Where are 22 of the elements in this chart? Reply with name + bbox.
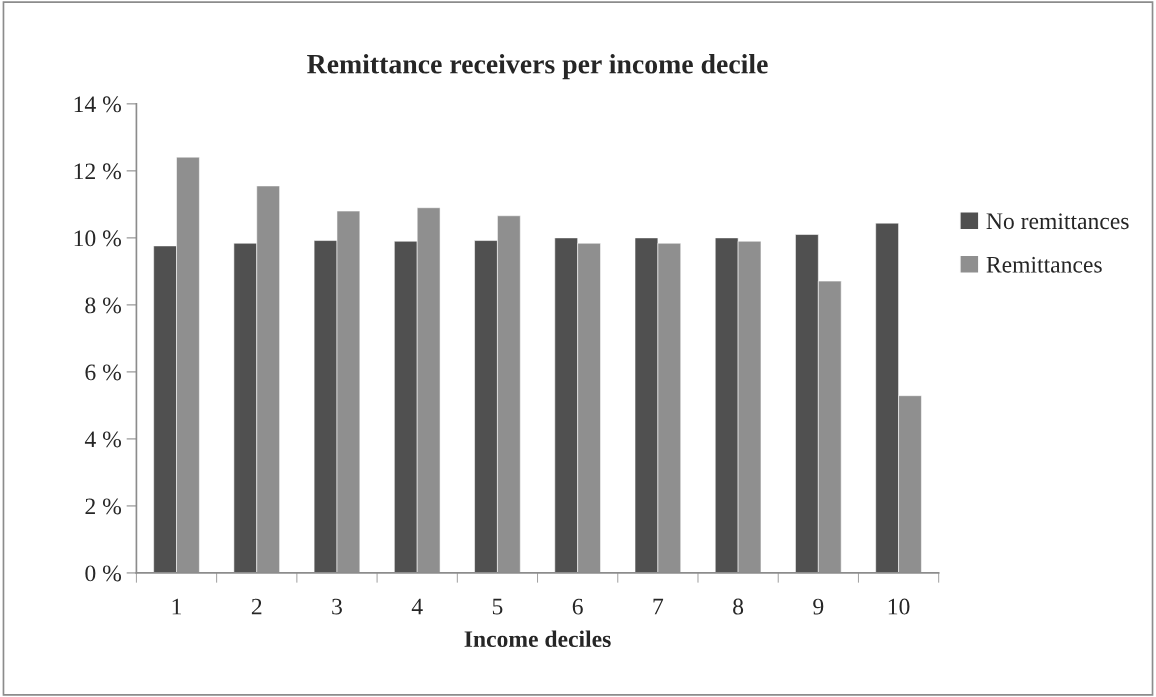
x-tick-label: 9: [813, 598, 824, 615]
y-tick-label: 12 %: [74, 163, 122, 180]
y-tick-label: 8 %: [85, 297, 122, 314]
x-tick-label: 7: [653, 598, 664, 615]
x-tick-label: 1: [172, 598, 182, 615]
x-tick-label: 6: [572, 598, 583, 615]
y-tick-label: 10 %: [74, 230, 122, 247]
legend-label: Remittances: [986, 256, 1102, 273]
y-tick-label: 0 %: [85, 565, 122, 582]
legend-label: No remittances: [986, 213, 1129, 230]
y-tick-label: 2 %: [85, 498, 122, 515]
x-tick-label: 10: [888, 598, 910, 615]
x-tick-label: 4: [411, 598, 423, 615]
y-tick-label: 6 %: [85, 364, 122, 381]
x-tick-label: 5: [492, 598, 503, 615]
y-tick-label: 14 %: [74, 96, 122, 113]
chart-title: Remittance receivers per income decile: [307, 54, 768, 80]
x-tick-label: 2: [251, 598, 262, 615]
x-axis-title: Income deciles: [464, 630, 611, 648]
x-tick-label: 3: [332, 598, 342, 615]
y-tick-label: 4 %: [84, 431, 122, 448]
x-tick-label: 8: [733, 598, 744, 615]
